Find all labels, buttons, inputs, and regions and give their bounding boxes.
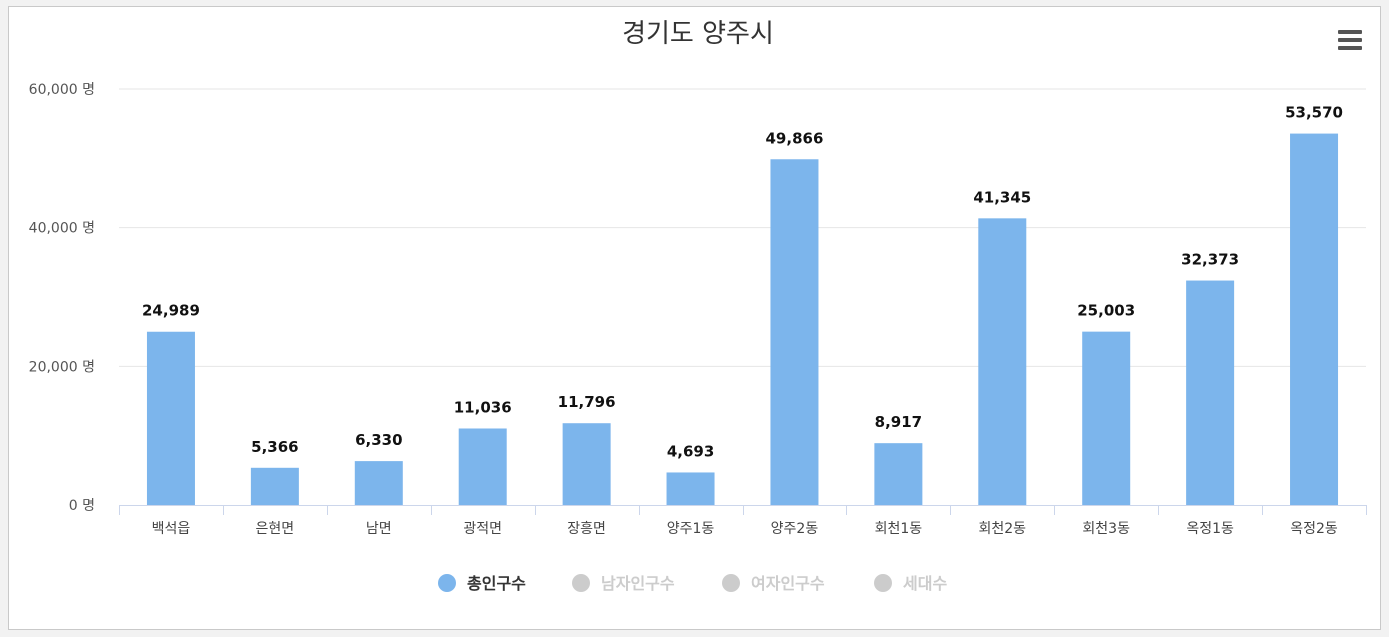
x-tick-label: 옥정1동 (1186, 521, 1234, 537)
grid-lines (119, 88, 1366, 367)
legend-marker-icon (874, 574, 892, 592)
bar[interactable] (1290, 133, 1339, 505)
data-label: 8,917 (875, 413, 922, 431)
legend-item[interactable]: 세대수 (874, 574, 947, 593)
bar[interactable] (874, 443, 923, 505)
bar-chart: 경기도 양주시 0 명 20,000 명 40,000 명 60,000 명 24,9… (29, 19, 1367, 593)
x-tick-label: 은현면 (256, 521, 295, 537)
data-label: 6,330 (355, 431, 402, 449)
data-label: 4,693 (667, 442, 714, 460)
legend-marker-icon (438, 574, 456, 592)
bar[interactable] (666, 472, 715, 505)
legend-marker-icon (572, 574, 590, 592)
bar[interactable] (458, 428, 507, 505)
legend: 총인구수 남자인구수 여자인구수 세대수 (438, 574, 947, 593)
chart-container: 경기도 양주시 0 명 20,000 명 40,000 명 60,000 명 24,9… (8, 6, 1381, 630)
bar[interactable] (146, 331, 195, 505)
x-axis: 백석읍 은현면 남면 광적면 장흥면 양주1동 양주2동 회천1동 회천2동 회천3동 옥정1동 옥정… (119, 505, 1367, 537)
bar[interactable] (1082, 331, 1131, 505)
data-label: 53,570 (1285, 104, 1343, 122)
bar[interactable] (562, 423, 611, 505)
legend-item[interactable]: 남자인구수 (572, 574, 675, 593)
data-label: 32,373 (1181, 251, 1239, 269)
legend-label: 세대수 (903, 574, 947, 593)
data-label: 41,345 (973, 188, 1031, 206)
data-label: 11,796 (558, 393, 616, 411)
x-tick-label: 광적면 (463, 521, 502, 537)
legend-item[interactable]: 총인구수 (438, 574, 526, 593)
bar[interactable] (1186, 280, 1235, 505)
x-tick-label: 양주2동 (771, 521, 819, 537)
legend-item[interactable]: 여자인구수 (722, 574, 825, 593)
y-tick-label: 40,000 명 (29, 221, 95, 237)
data-label: 11,036 (454, 398, 512, 416)
data-label: 49,866 (766, 129, 824, 147)
y-tick-label: 0 명 (69, 498, 95, 514)
y-tick-label: 20,000 명 (29, 359, 95, 375)
x-tick-label: 회천3동 (1082, 521, 1130, 537)
x-tick-label: 회천2동 (979, 521, 1027, 537)
x-tick-label: 양주1동 (667, 521, 715, 537)
bar[interactable] (250, 467, 299, 505)
y-axis: 0 명 20,000 명 40,000 명 60,000 명 (29, 82, 95, 514)
x-tick-label: 회천1동 (875, 521, 923, 537)
x-tick-label: 남면 (366, 521, 392, 537)
legend-marker-icon (722, 574, 740, 592)
legend-label: 남자인구수 (601, 574, 675, 593)
x-tick-label: 옥정2동 (1290, 521, 1338, 537)
x-tick-label: 백석읍 (152, 521, 191, 537)
bar[interactable] (354, 461, 403, 505)
bar[interactable] (770, 159, 819, 506)
data-labels: 24,989 5,366 6,330 11,036 11,796 4,693 49,866 8… (142, 104, 1343, 461)
x-tick-label: 장흥면 (567, 521, 606, 537)
y-tick-label: 60,000 명 (29, 82, 95, 98)
hamburger-menu-icon[interactable] (1337, 29, 1363, 53)
data-label: 5,366 (251, 438, 298, 456)
data-label: 24,989 (142, 302, 200, 320)
chart-title: 경기도 양주시 (622, 19, 774, 49)
legend-label: 총인구수 (467, 574, 526, 593)
bar-series (146, 133, 1339, 506)
legend-label: 여자인구수 (751, 574, 825, 593)
data-label: 25,003 (1077, 302, 1135, 320)
bar[interactable] (978, 218, 1027, 505)
